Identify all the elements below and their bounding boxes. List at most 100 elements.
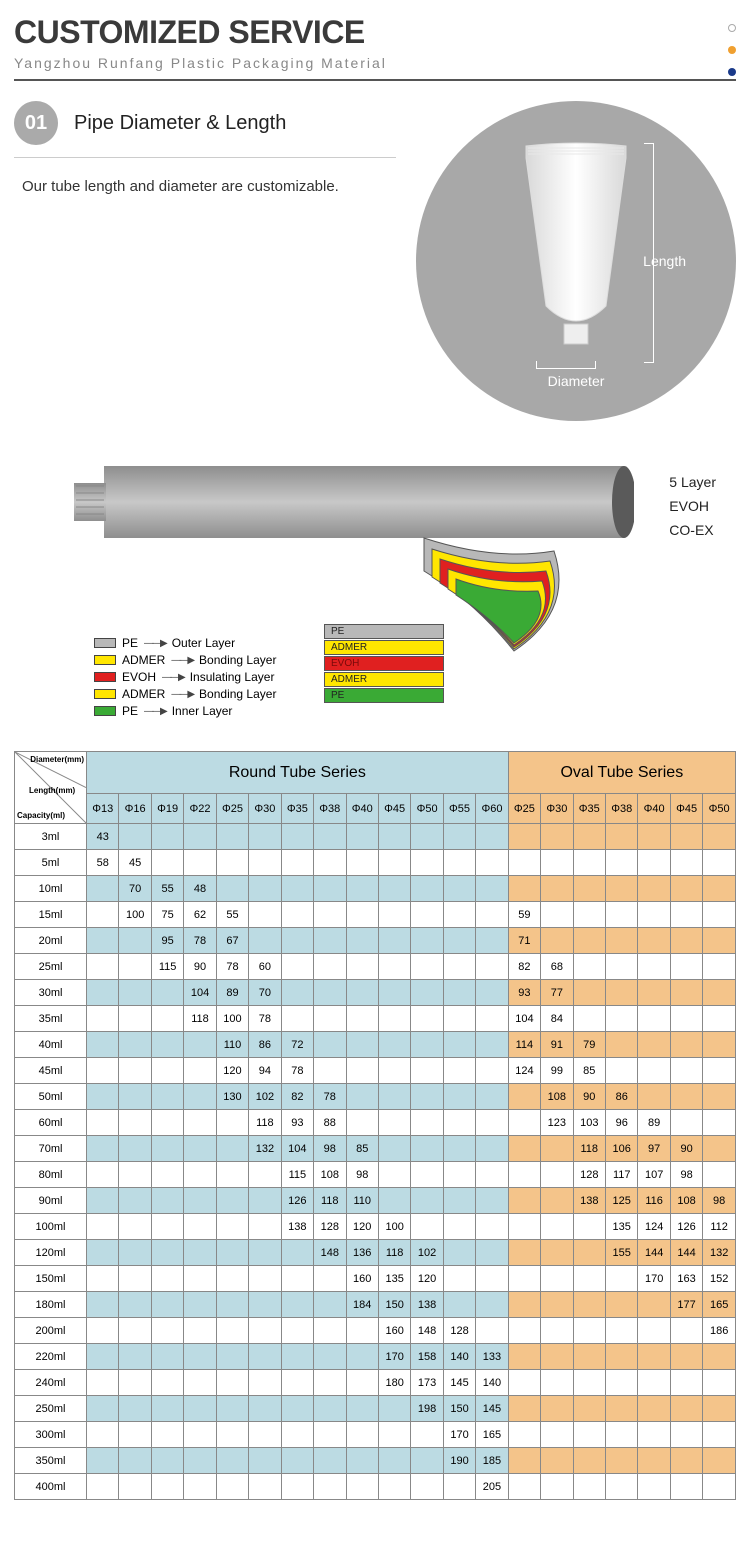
legend-row: PE ——▶ Inner Layer	[94, 704, 276, 718]
cell-round: 108	[314, 1162, 346, 1188]
cell-oval	[573, 1344, 605, 1370]
cell-round	[249, 1162, 281, 1188]
cell-oval	[508, 1318, 540, 1344]
cell-oval	[508, 1266, 540, 1292]
cell-round	[151, 1188, 183, 1214]
band-row: ADMER	[324, 639, 444, 655]
cell-round: 184	[346, 1292, 378, 1318]
cell-round	[216, 824, 248, 850]
cell-round	[87, 1214, 119, 1240]
legend-swatch	[94, 689, 116, 699]
cell-oval	[638, 1396, 670, 1422]
cell-oval: 85	[573, 1058, 605, 1084]
capacity-cell: 35ml	[15, 1006, 87, 1032]
cell-round	[119, 1110, 151, 1136]
cell-oval	[703, 1370, 736, 1396]
cell-round: 60	[249, 954, 281, 980]
cell-round	[378, 1422, 410, 1448]
cell-round	[346, 1032, 378, 1058]
cell-round	[249, 1188, 281, 1214]
cell-oval	[573, 1396, 605, 1422]
cell-round	[249, 1474, 281, 1500]
cell-round	[119, 1136, 151, 1162]
cell-round: 150	[443, 1396, 475, 1422]
cell-oval: 103	[573, 1110, 605, 1136]
cell-oval	[703, 1136, 736, 1162]
arrow-icon: ——▶	[162, 672, 184, 683]
cell-round	[249, 928, 281, 954]
cell-round	[443, 928, 475, 954]
cell-oval	[508, 1474, 540, 1500]
cell-oval	[573, 1448, 605, 1474]
cell-round	[411, 1032, 443, 1058]
cell-oval	[638, 876, 670, 902]
cell-oval	[573, 1240, 605, 1266]
cell-oval	[670, 1422, 702, 1448]
col-oval: Φ35	[573, 794, 605, 824]
cell-oval	[638, 1058, 670, 1084]
cell-oval	[508, 1370, 540, 1396]
cell-round	[443, 876, 475, 902]
cell-oval	[573, 902, 605, 928]
cell-round	[249, 1292, 281, 1318]
cell-round: 148	[314, 1240, 346, 1266]
cell-oval	[541, 824, 573, 850]
cell-round: 62	[184, 902, 216, 928]
cell-round	[411, 1214, 443, 1240]
cell-round	[87, 1422, 119, 1448]
cell-round	[281, 1474, 313, 1500]
cell-round	[151, 1084, 183, 1110]
cell-oval	[670, 1344, 702, 1370]
cell-round	[443, 1214, 475, 1240]
cell-round: 90	[184, 954, 216, 980]
capacity-cell: 180ml	[15, 1292, 87, 1318]
cell-oval: 90	[670, 1136, 702, 1162]
legend-name: ADMER	[122, 687, 165, 701]
cell-oval: 91	[541, 1032, 573, 1058]
cell-round	[87, 1448, 119, 1474]
cell-round	[249, 1214, 281, 1240]
cell-oval	[670, 1396, 702, 1422]
cell-round: 138	[411, 1292, 443, 1318]
legend-desc: Bonding Layer	[199, 653, 276, 667]
cell-oval	[703, 850, 736, 876]
cell-round	[443, 850, 475, 876]
cell-round: 158	[411, 1344, 443, 1370]
cell-oval	[606, 1266, 638, 1292]
cell-round	[119, 1448, 151, 1474]
cell-round	[87, 1032, 119, 1058]
col-round: Φ30	[249, 794, 281, 824]
cell-round	[216, 1344, 248, 1370]
table-row: 350ml190185	[15, 1448, 736, 1474]
cell-oval: 59	[508, 902, 540, 928]
table-row: 15ml10075625559	[15, 902, 736, 928]
cell-oval	[508, 1292, 540, 1318]
cell-oval	[638, 1318, 670, 1344]
legend-name: PE	[122, 636, 138, 650]
capacity-cell: 25ml	[15, 954, 87, 980]
cell-round	[346, 954, 378, 980]
label-coex: CO-EX	[669, 519, 716, 543]
cell-oval	[541, 1136, 573, 1162]
cell-oval: 90	[573, 1084, 605, 1110]
cell-round	[281, 902, 313, 928]
cell-round	[411, 876, 443, 902]
band-label: EVOH	[324, 656, 444, 671]
capacity-cell: 10ml	[15, 876, 87, 902]
cell-oval: 144	[638, 1240, 670, 1266]
cell-round	[87, 1110, 119, 1136]
cell-round	[249, 1266, 281, 1292]
capacity-cell: 220ml	[15, 1344, 87, 1370]
cell-oval	[638, 980, 670, 1006]
label-5layer: 5 Layer	[669, 471, 716, 495]
cell-round	[249, 876, 281, 902]
cell-oval	[670, 928, 702, 954]
cell-oval	[606, 1006, 638, 1032]
cell-round	[443, 1162, 475, 1188]
band-label: PE	[324, 624, 444, 639]
cell-oval	[670, 1474, 702, 1500]
cell-round	[314, 980, 346, 1006]
cell-round	[184, 1448, 216, 1474]
cell-round: 78	[314, 1084, 346, 1110]
cell-oval	[670, 1084, 702, 1110]
